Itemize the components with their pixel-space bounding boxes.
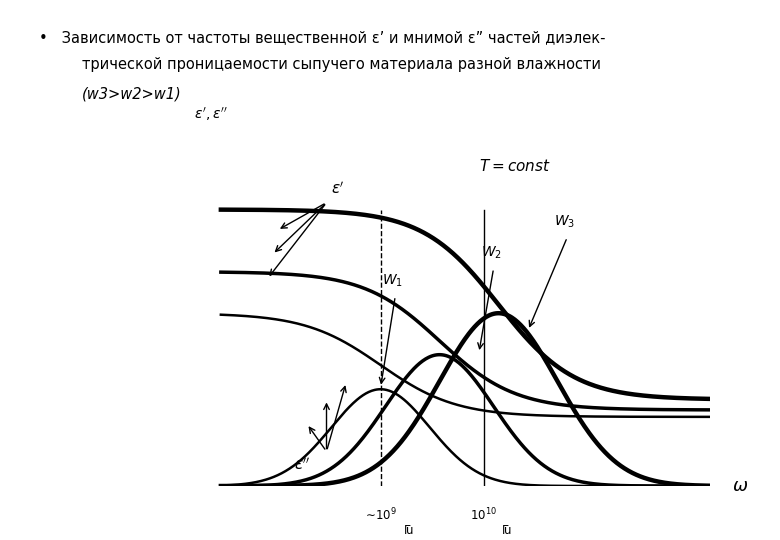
Text: трической проницаемости сыпучего материала разной влажности: трической проницаемости сыпучего материа… bbox=[82, 57, 601, 72]
Text: $\varepsilon'$: $\varepsilon'$ bbox=[332, 181, 346, 198]
Text: $\varepsilon''$: $\varepsilon''$ bbox=[293, 457, 310, 473]
Text: $\Gamma\!\!\mathrm{\mathsf{u}}$: $\Gamma\!\!\mathrm{\mathsf{u}}$ bbox=[402, 524, 413, 537]
Text: $10^{10}$: $10^{10}$ bbox=[470, 507, 497, 523]
Text: •   Зависимость от частоты вещественной ε’ и мнимой ε” частей диэлек-: • Зависимость от частоты вещественной ε’… bbox=[39, 30, 605, 45]
Text: $\Gamma\!\!\mathrm{\mathsf{u}}$: $\Gamma\!\!\mathrm{\mathsf{u}}$ bbox=[501, 524, 512, 537]
Text: $T = const$: $T = const$ bbox=[479, 158, 551, 174]
Text: $W_3$: $W_3$ bbox=[555, 214, 576, 230]
Text: $\sim\!10^9$: $\sim\!10^9$ bbox=[363, 507, 398, 523]
Text: $W_2$: $W_2$ bbox=[480, 245, 502, 261]
Text: $\omega$: $\omega$ bbox=[732, 477, 748, 495]
Text: $W_1$: $W_1$ bbox=[382, 273, 403, 289]
Text: $\varepsilon',\varepsilon''$: $\varepsilon',\varepsilon''$ bbox=[194, 106, 228, 123]
Text: (w3>w2>w1): (w3>w2>w1) bbox=[82, 86, 182, 102]
